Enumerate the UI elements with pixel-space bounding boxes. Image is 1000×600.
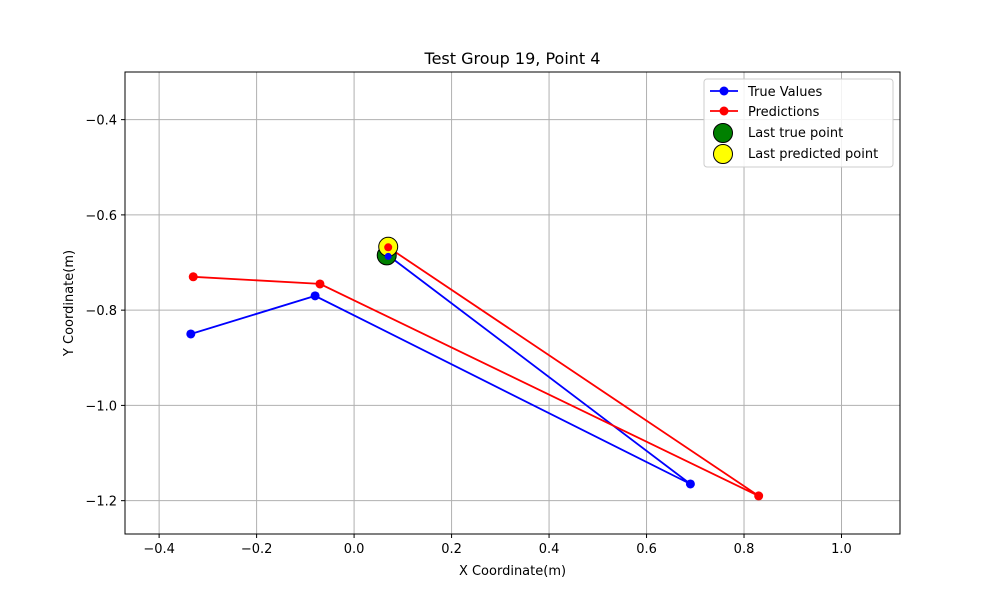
legend-true-label: True Values xyxy=(747,85,822,100)
predictions-point xyxy=(188,272,198,282)
x-tick-label: −0.4 xyxy=(143,542,175,557)
legend-true-marker xyxy=(719,86,729,96)
legend-last-pred-marker xyxy=(713,144,733,164)
true-values-point xyxy=(310,291,320,301)
legend-box xyxy=(703,78,894,168)
y-tick-label: −0.8 xyxy=(85,304,117,319)
x-tick-label: −0.2 xyxy=(241,542,273,557)
x-tick-label: 1.0 xyxy=(831,542,852,557)
true-values-point xyxy=(685,479,695,489)
x-tick-label: 0.8 xyxy=(734,542,755,557)
legend-last-pred-label: Last predicted point xyxy=(748,147,878,162)
x-tick-label: 0.4 xyxy=(539,542,560,557)
x-axis-label: X Coordinate(m) xyxy=(459,564,566,579)
x-tick-label: 0.0 xyxy=(344,542,365,557)
x-tick-label: 0.6 xyxy=(636,542,657,557)
predictions-point xyxy=(315,279,325,289)
y-axis-label: Y Coordinate(m) xyxy=(62,250,77,357)
axis-ticks: −0.4 −0.2 0.0 0.2 0.4 0.6 0.8 1.0 −0.4 −0.6 −0.8 −1… xyxy=(85,114,851,557)
legend-last-true-label: Last true point xyxy=(748,126,843,141)
x-tick-label: 0.2 xyxy=(441,542,462,557)
true-values-point xyxy=(186,329,196,339)
y-tick-label: −0.6 xyxy=(85,209,117,224)
y-tick-label: −1.2 xyxy=(85,495,117,510)
legend: True Values Predictions Last true point … xyxy=(703,78,894,168)
predictions-point xyxy=(754,491,764,501)
predictions-line xyxy=(193,246,760,497)
true-final-point-overlay xyxy=(384,252,392,260)
y-tick-label: −1.0 xyxy=(85,399,117,414)
y-tick-label: −0.4 xyxy=(85,114,117,129)
chart-title: Test Group 19, Point 4 xyxy=(424,49,601,68)
predictions-final-point-overlay xyxy=(384,243,393,252)
grid xyxy=(125,72,900,534)
highlight-layer xyxy=(376,236,399,266)
series-layer xyxy=(186,242,764,501)
true-values-line xyxy=(190,254,691,485)
plot-frame xyxy=(124,71,901,535)
legend-pred-label: Predictions xyxy=(748,105,820,120)
legend-last-true-marker xyxy=(713,123,733,143)
legend-pred-marker xyxy=(719,106,729,116)
